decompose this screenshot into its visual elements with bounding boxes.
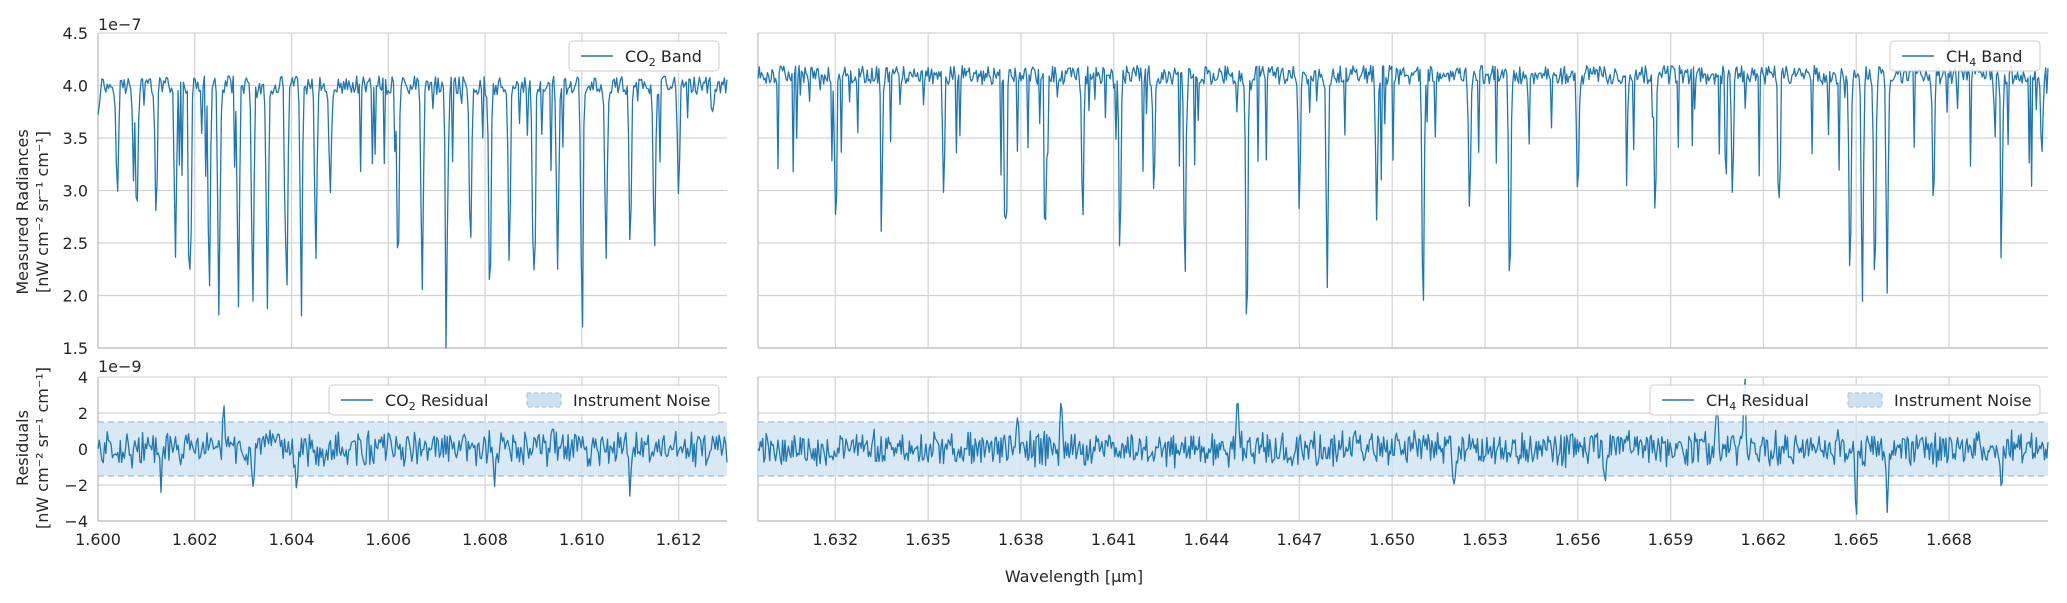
x-tick-label: 1.632 [812,530,858,549]
y-tick-label: 3.0 [63,182,88,201]
legend-noise-label: Instrument Noise [1894,391,2032,410]
legend-noise-swatch [526,392,562,408]
y-tick-label: 2.0 [63,287,88,306]
legend-frame [328,384,720,416]
legend-series-label: CH4 Band [1946,47,2022,69]
x-tick-label: 1.647 [1276,530,1322,549]
legend: CO2 Band [568,40,720,72]
y-tick-label: −2 [64,476,88,495]
series-line [757,64,2049,315]
legend-label-suffix: Band [1976,47,2022,66]
legend-label-main: CO [625,47,649,66]
x-tick-label: 1.638 [998,530,1044,549]
x-tick-label: 1.602 [172,530,218,549]
x-tick-label: 1.600 [75,530,121,549]
x-tick-label: 1.641 [1091,530,1137,549]
x-tick-label: 1.665 [1833,530,1879,549]
x-tick-label: 1.653 [1462,530,1508,549]
x-tick-label: 1.668 [1926,530,1972,549]
y-tick-label: 2 [78,404,88,423]
x-tick-label: 1.610 [559,530,605,549]
legend-frame [1889,40,2041,72]
legend-label-suffix: Residual [416,391,489,410]
x-tick-label: 1.656 [1555,530,1601,549]
legend-label-suffix: Band [656,47,702,66]
bottom-exponent-label: 1e−9 [98,357,142,376]
legend-series-label: CH4 Residual [1706,391,1809,413]
y-tick-label: −4 [64,512,88,531]
legend-label-main: CH [1946,47,1969,66]
legend-label-subscript: 4 [1969,56,1976,69]
top-ylabel-line2: [nW cm⁻² sr⁻¹ cm⁻¹] [33,131,52,293]
co2-band-panel: 1.5 2.0 2.5 3.0 3.5 4.0 4.5 CO2 Band [63,24,728,358]
x-tick-label: 1.659 [1648,530,1694,549]
legend-label-subscript: 4 [1729,400,1736,413]
top-ylabel-line1: Measured Radiances [13,129,32,294]
legend-noise-label: Instrument Noise [573,391,711,410]
legend-label-subscript: 2 [409,400,416,413]
x-tick-label: 1.612 [656,530,702,549]
x-tick-label: 1.606 [365,530,411,549]
bottom-ylabel-line1: Residuals [13,410,32,486]
x-tick-label: 1.662 [1740,530,1786,549]
x-tick-label: 1.644 [1184,530,1230,549]
noise-band [98,422,727,476]
legend: CH4 Band [1889,40,2041,72]
top-exponent-label: 1e−7 [98,15,142,34]
series-line [757,378,2049,515]
legend-series-label: CO2 Band [625,47,702,69]
x-tick-label: 1.608 [462,530,508,549]
legend-label-main: CO [385,391,409,410]
y-tick-label: 4 [78,368,88,387]
x-tick-label: 1.604 [269,530,315,549]
ch4-residual-panel: 1.632 1.635 1.638 1.641 1.644 1.647 1.650 1.653… [757,376,2049,549]
legend-frame [568,40,720,72]
legend-noise-swatch [1847,392,1883,408]
x-tick-label: 1.635 [905,530,951,549]
y-tick-label: 2.5 [63,234,88,253]
series-line [97,75,728,349]
legend-frame [1649,384,2041,416]
y-tick-label: 4.5 [63,24,88,43]
legend: CO2 Residual Instrument Noise [328,384,720,416]
series-line [97,405,728,497]
legend-label-suffix: Residual [1736,391,1809,410]
x-tick-label: 1.650 [1369,530,1415,549]
x-axis-label: Wavelength [µm] [1005,567,1143,586]
co2-residual-panel: −4 −2 0 2 4 1.600 1.602 1.604 1.606 1.608 1.610 1.6… [64,368,728,549]
ch4-band-panel: CH4 Band [757,32,2049,349]
bottom-ylabel-line2: [nW cm⁻² sr⁻¹ cm⁻¹] [33,367,52,529]
legend: CH4 Residual Instrument Noise [1649,384,2041,416]
y-tick-label: 3.5 [63,129,88,148]
legend-series-label: CO2 Residual [385,391,488,413]
y-tick-label: 1.5 [63,339,88,358]
y-tick-label: 0 [78,440,88,459]
legend-label-main: CH [1706,391,1729,410]
y-tick-label: 4.0 [63,77,88,96]
legend-label-subscript: 2 [649,56,656,69]
